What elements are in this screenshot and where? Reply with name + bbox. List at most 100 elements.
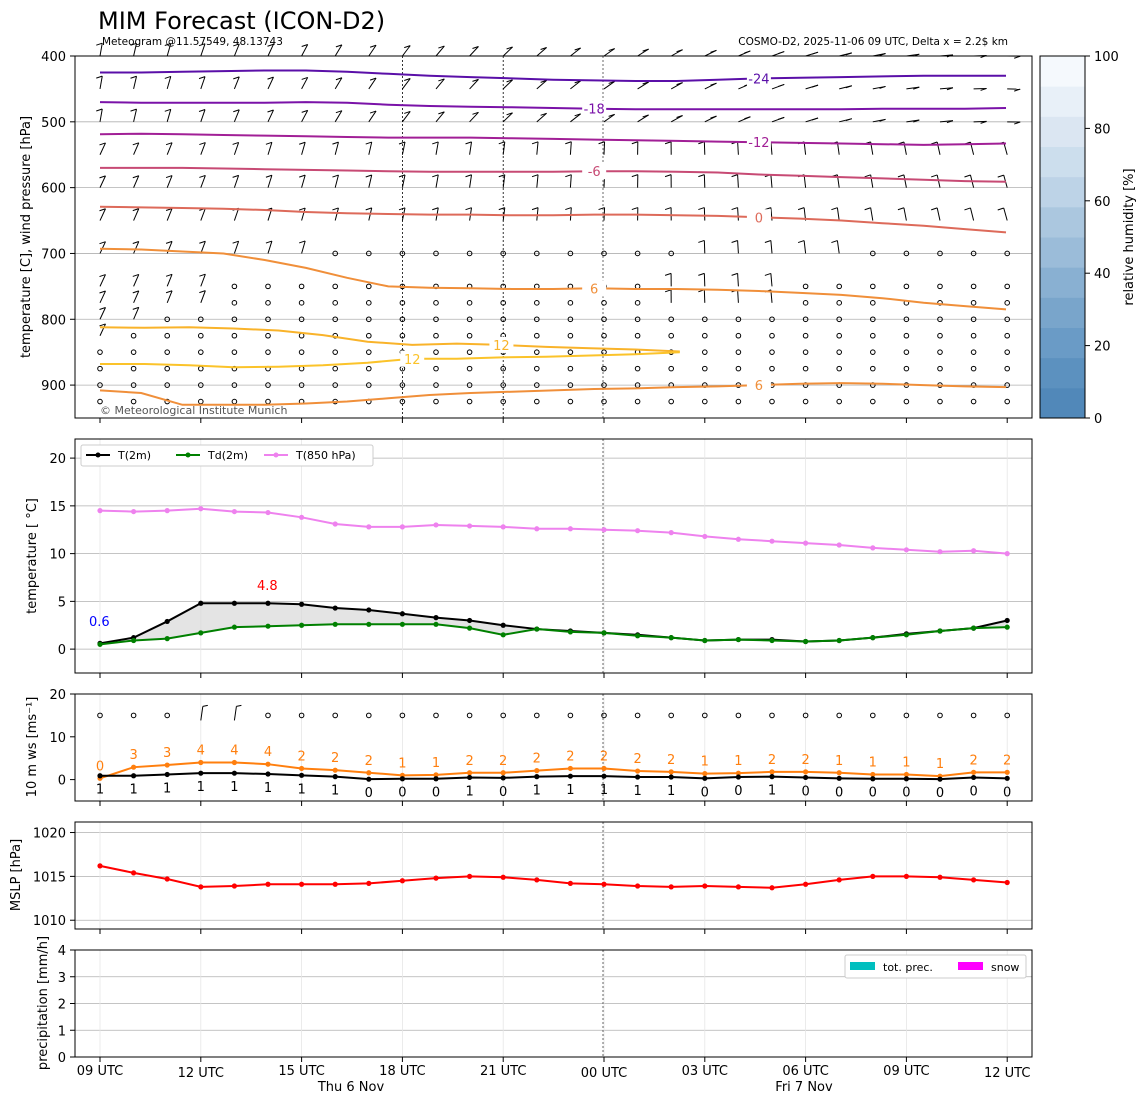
- wind-barb: [200, 241, 206, 254]
- isotherm-label: -24: [748, 72, 769, 87]
- ytick-label: 10: [49, 731, 66, 746]
- calm-wind-marker: [970, 349, 977, 355]
- wind-barb-feather: [731, 272, 738, 276]
- wind-barb-feather: [132, 290, 139, 294]
- gust-value-label: 2: [768, 753, 776, 768]
- wind-barb-feather: [335, 110, 343, 114]
- calm-wind-marker: [500, 712, 507, 719]
- mean-wind-value-label: 1: [600, 783, 608, 798]
- gust-value-label: 4: [264, 745, 272, 760]
- calm-wind-marker: [1004, 712, 1011, 719]
- data-point: [1004, 769, 1010, 775]
- wind-barb-feather: [531, 207, 539, 211]
- wind-barb-feather: [565, 141, 572, 145]
- calm-wind-marker: [937, 398, 943, 405]
- colorbar-segment: [1040, 327, 1085, 359]
- wind-barb-feather: [236, 704, 242, 707]
- wind-barb-feather: [265, 141, 273, 145]
- calm-wind-marker: [366, 349, 372, 355]
- wind-barb-feather: [99, 290, 106, 294]
- wind-barb-feather: [946, 87, 954, 91]
- wind-barb-feather: [608, 48, 615, 52]
- calm-wind-marker: [298, 349, 305, 355]
- wind-barb: [737, 174, 739, 188]
- ytick-label: 2: [58, 998, 66, 1013]
- isotherm-label: -12: [748, 136, 769, 151]
- wind-barb-feather: [199, 142, 206, 146]
- wind-barb-feather: [232, 141, 239, 145]
- wind-barb: [836, 207, 840, 221]
- calm-wind-marker: [870, 349, 876, 355]
- wind-barb: [133, 274, 140, 287]
- wind-barb: [267, 109, 274, 123]
- wind-barb-feather: [778, 116, 785, 120]
- data-point: [903, 547, 910, 553]
- gust-value-label: 2: [297, 749, 305, 764]
- wind-barb: [166, 290, 173, 304]
- wind-barbs: [96, 42, 1021, 405]
- colorbar-segment: [1040, 176, 1085, 208]
- wind-barb-feather: [199, 273, 206, 277]
- data-point: [399, 878, 405, 884]
- wind-barb-feather: [664, 141, 672, 145]
- wind-barb-feather: [267, 76, 274, 80]
- calm-wind-marker: [332, 316, 339, 323]
- wind-barb-feather: [744, 50, 751, 54]
- wind-speed-ylabel: 10 m ws [ms⁻¹]: [25, 697, 40, 798]
- colorbar-segment: [1040, 237, 1085, 268]
- calm-wind-marker: [534, 712, 540, 719]
- gust-value-label: 1: [734, 754, 742, 769]
- humidity-colorbar: [1040, 56, 1085, 419]
- ytick-label: 0: [58, 774, 66, 789]
- calm-wind-marker: [735, 332, 742, 339]
- wind-barb-feather: [897, 207, 905, 211]
- wind-barb: [502, 174, 506, 188]
- gust-value-label: 0: [96, 759, 104, 774]
- colorbar-segment: [1040, 357, 1085, 389]
- gust-value-label: 2: [465, 754, 473, 769]
- wind-barb: [402, 78, 411, 90]
- isotherm-line: [100, 166, 1007, 183]
- ytick-label: 0: [58, 1051, 66, 1066]
- calm-wind-marker: [298, 283, 305, 290]
- data-point: [601, 765, 607, 772]
- data-point: [937, 628, 943, 634]
- wind-barb: [936, 174, 941, 188]
- wind-barb-feather: [631, 141, 638, 145]
- wind-barb-feather: [438, 78, 445, 82]
- wind-barb-feather: [540, 46, 547, 50]
- wind-barb-feather: [676, 49, 683, 53]
- data-point: [198, 759, 204, 766]
- wind-barb-feather: [267, 43, 274, 47]
- wind-barb-feather: [398, 174, 406, 178]
- wind-barb-feather: [506, 79, 513, 83]
- calm-wind-marker: [366, 283, 372, 290]
- mean-wind-value-label: 1: [297, 782, 305, 797]
- calm-wind-marker: [130, 712, 137, 719]
- gust-value-label: 2: [600, 749, 608, 764]
- wind-barb: [870, 207, 874, 221]
- time-axis: 09 UTC 12 UTC 15 UTC 18 UTC 21 UTC 00 UTC 03 U…: [77, 418, 1030, 1081]
- wind-barb-feather: [778, 51, 785, 55]
- wind-barb: [836, 240, 840, 254]
- wind-barb: [301, 240, 306, 254]
- data-point: [500, 622, 506, 628]
- data-point: [131, 870, 137, 876]
- calm-wind-marker: [735, 398, 742, 405]
- data-point: [635, 774, 641, 780]
- data-point: [231, 759, 237, 766]
- calm-wind-marker: [735, 365, 742, 372]
- calm-wind-marker: [1004, 349, 1011, 355]
- calm-wind-marker: [265, 382, 271, 388]
- data-point: [735, 636, 742, 643]
- wind-barb-feather: [369, 44, 377, 48]
- wind-barb-feather: [335, 77, 343, 81]
- data-point: [971, 774, 977, 781]
- wind-barb: [200, 290, 206, 303]
- calm-wind-marker: [97, 365, 103, 372]
- mslp-ylabel: MSLP [hPa]: [9, 839, 24, 911]
- calm-wind-marker: [534, 382, 540, 388]
- calm-wind-marker: [433, 398, 439, 405]
- calm-wind-marker: [500, 365, 507, 372]
